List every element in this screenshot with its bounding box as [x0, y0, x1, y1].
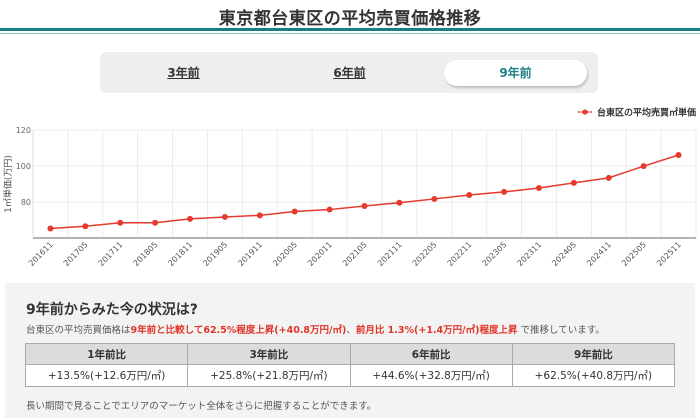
tab-label: 6年前 [333, 66, 366, 80]
x-tick-label: 202205 [411, 240, 439, 268]
y-tick-label: 120 [16, 126, 31, 135]
x-tick-label: 202111 [376, 240, 404, 268]
x-tick-label: 202005 [271, 240, 299, 268]
title-divider-thick [0, 28, 700, 31]
cell-6y: +44.6%(+32.8万円/㎡) [349, 364, 513, 387]
cell-9y: +62.5%(+40.8万円/㎡) [511, 364, 676, 387]
x-tick-label: 201911 [236, 240, 264, 268]
title-divider-thin [0, 33, 700, 34]
x-tick-label: 201611 [27, 240, 55, 268]
desc-text: で推移しています。 [517, 325, 605, 336]
data-point [187, 215, 194, 222]
x-tick-label: 201711 [97, 240, 125, 268]
x-tick-label: 202305 [481, 240, 509, 268]
y-tick-label: 100 [16, 162, 31, 171]
col-header-6y: 6年前比 [349, 343, 513, 365]
chart-canvas: 80 100 120 1㎡単価(万円) 201611 201705 201711 201805… [2, 107, 697, 268]
data-point [605, 174, 612, 181]
x-tick-label: 201905 [201, 240, 229, 268]
data-point [82, 223, 89, 230]
data-point [640, 163, 647, 170]
desc-highlight-monthly: 前月比 1.3%(+1.4万円/㎡)程度上昇 [355, 325, 518, 336]
data-point [221, 213, 228, 220]
data-point [501, 188, 508, 195]
desc-highlight-9y: 9年前と比較して62.5%程度上昇(+40.8万円/㎡) [130, 325, 347, 336]
data-point [396, 199, 403, 206]
data-point [152, 219, 159, 226]
comparison-table: 1年前比 3年前比 6年前比 9年前比 +13.5%(+12.6万円/㎡) +2… [24, 343, 676, 387]
x-tick-label: 201811 [166, 240, 194, 268]
tab-9-years[interactable]: 9年前 [444, 60, 587, 86]
x-tick-label: 202311 [515, 240, 543, 268]
data-point [291, 208, 298, 215]
tab-label: 9年前 [499, 66, 532, 80]
cell-3y: +25.8%(+21.8万円/㎡) [187, 364, 351, 387]
col-header-3y: 3年前比 [187, 343, 351, 365]
cell-1y: +13.5%(+12.6万円/㎡) [24, 364, 189, 387]
x-tick-label: 202405 [550, 240, 578, 268]
summary-panel: 9年前からみた今の状況は? 台東区の平均売買価格は9年前と比較して62.5%程度… [5, 283, 695, 418]
x-tick-label: 202411 [585, 240, 613, 268]
x-tick-label: 202511 [655, 240, 683, 268]
period-tabs: 3年前 6年前 9年前 [100, 52, 598, 93]
price-line-chart: 80 100 120 1㎡単価(万円) 201611 201705 201711 201805… [0, 100, 700, 280]
data-point [47, 225, 54, 232]
data-point [570, 179, 577, 186]
summary-description: 台東区の平均売買価格は9年前と比較して62.5%程度上昇(+40.8万円/㎡)、… [26, 322, 605, 336]
tab-label: 3年前 [167, 66, 200, 80]
legend-marker-icon [582, 109, 588, 115]
col-header-9y: 9年前比 [511, 343, 676, 365]
x-tick-label: 202011 [306, 240, 334, 268]
data-point [431, 195, 438, 202]
x-tick-label: 202211 [446, 240, 474, 268]
data-point [256, 212, 263, 219]
page-title: 東京都台東区の平均売買価格推移 [218, 9, 482, 29]
desc-text: 台東区の平均売買価格は [26, 325, 131, 336]
col-header-1y: 1年前比 [24, 343, 189, 365]
tab-6-years[interactable]: 6年前 [278, 60, 421, 86]
y-axis-label: 1㎡単価(万円) [2, 155, 14, 213]
y-tick-label: 80 [21, 198, 31, 207]
data-point [361, 202, 368, 209]
x-tick-label: 201805 [132, 240, 160, 268]
x-tick-label: 201705 [62, 240, 90, 268]
data-point [326, 206, 333, 213]
data-point [466, 191, 473, 198]
tab-3-years[interactable]: 3年前 [112, 60, 255, 86]
summary-note: 長い期間で見ることでエリアのマーケット全体をさらに把握することができます。 [26, 401, 377, 412]
x-tick-label: 202505 [620, 240, 648, 268]
x-tick-label: 202105 [341, 240, 369, 268]
data-point [117, 219, 124, 226]
desc-text: 、 [346, 325, 356, 336]
table-row: +13.5%(+12.6万円/㎡) +25.8%(+21.8万円/㎡) +44.… [24, 364, 676, 387]
legend-label: 台東区の平均売買㎡単価 [597, 107, 696, 119]
data-point [535, 184, 542, 191]
summary-heading: 9年前からみた今の状況は? [26, 302, 198, 318]
data-point [675, 152, 682, 159]
